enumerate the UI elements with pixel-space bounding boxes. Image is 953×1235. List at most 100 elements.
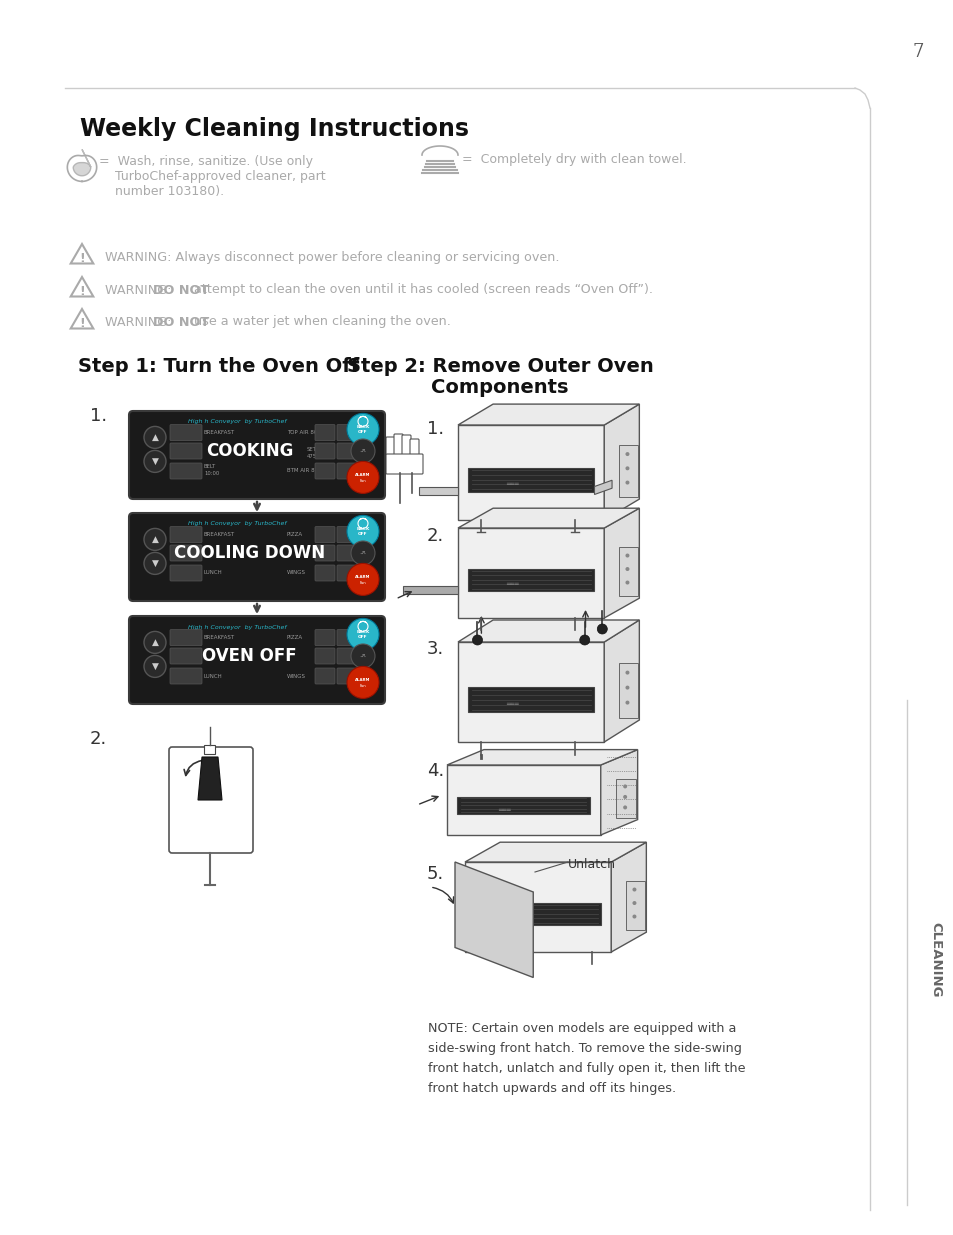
FancyBboxPatch shape <box>336 463 356 479</box>
FancyBboxPatch shape <box>394 433 402 456</box>
Circle shape <box>347 619 378 651</box>
Text: 2.: 2. <box>90 730 107 748</box>
Polygon shape <box>475 903 601 925</box>
Text: =  Wash, rinse, sanitize. (Use only: = Wash, rinse, sanitize. (Use only <box>99 156 313 168</box>
FancyBboxPatch shape <box>129 513 385 601</box>
FancyBboxPatch shape <box>129 411 385 499</box>
Polygon shape <box>464 842 646 862</box>
Circle shape <box>622 784 626 788</box>
Polygon shape <box>457 425 603 520</box>
Text: ▼: ▼ <box>152 662 158 671</box>
FancyBboxPatch shape <box>314 648 335 664</box>
FancyBboxPatch shape <box>170 425 202 441</box>
Text: OFF: OFF <box>358 635 367 640</box>
Text: TOP AIR 80%: TOP AIR 80% <box>287 430 322 435</box>
FancyBboxPatch shape <box>618 663 638 718</box>
Text: !: ! <box>79 285 85 298</box>
Text: ═══: ═══ <box>513 915 525 921</box>
Polygon shape <box>457 508 639 529</box>
Circle shape <box>625 700 629 705</box>
Text: OFF: OFF <box>358 532 367 536</box>
Text: Step 2: Remove Outer Oven: Step 2: Remove Outer Oven <box>346 357 653 375</box>
Text: ≡
•••: ≡ ••• <box>359 652 366 659</box>
Text: PIZZA: PIZZA <box>287 635 302 640</box>
FancyBboxPatch shape <box>401 435 411 457</box>
Text: WINGS: WINGS <box>287 673 306 678</box>
FancyBboxPatch shape <box>386 454 422 474</box>
Circle shape <box>625 553 629 557</box>
Polygon shape <box>447 750 637 764</box>
Circle shape <box>625 452 629 456</box>
Circle shape <box>347 667 378 699</box>
FancyBboxPatch shape <box>336 648 356 664</box>
Text: BACK: BACK <box>355 425 370 430</box>
Polygon shape <box>71 277 93 296</box>
Text: CLEANING: CLEANING <box>928 923 942 998</box>
Circle shape <box>632 915 636 919</box>
Text: BTM AIR 80%: BTM AIR 80% <box>287 468 323 473</box>
Circle shape <box>579 635 589 645</box>
Text: ▼: ▼ <box>152 559 158 568</box>
Text: 475F: 475F <box>307 454 319 459</box>
Circle shape <box>144 656 166 678</box>
Text: Fan: Fan <box>359 582 366 585</box>
Text: ≡
•••: ≡ ••• <box>359 447 366 454</box>
Circle shape <box>625 467 629 471</box>
FancyBboxPatch shape <box>336 668 356 684</box>
Text: 1.: 1. <box>90 408 107 425</box>
Text: WARNING:: WARNING: <box>105 284 175 296</box>
Polygon shape <box>611 842 646 952</box>
Circle shape <box>597 624 607 634</box>
Text: ▲: ▲ <box>152 535 158 543</box>
Text: BREAKFAST: BREAKFAST <box>204 532 234 537</box>
FancyBboxPatch shape <box>170 630 202 646</box>
Text: 7: 7 <box>911 43 923 61</box>
Text: ≡
•••: ≡ ••• <box>359 550 366 557</box>
Text: ═══: ═══ <box>506 700 518 706</box>
Text: BREAKFAST: BREAKFAST <box>204 430 234 435</box>
Text: LUNCH: LUNCH <box>204 673 222 678</box>
FancyBboxPatch shape <box>314 425 335 441</box>
Circle shape <box>144 426 166 448</box>
Text: !: ! <box>79 252 85 264</box>
Text: 3.: 3. <box>427 640 444 658</box>
Polygon shape <box>455 862 533 977</box>
Circle shape <box>625 671 629 674</box>
Polygon shape <box>73 149 91 175</box>
Polygon shape <box>600 750 637 835</box>
FancyBboxPatch shape <box>170 526 202 542</box>
Text: attempt to clean the oven until it has cooled (screen reads “Oven Off”).: attempt to clean the oven until it has c… <box>190 284 652 296</box>
Text: WARNING:: WARNING: <box>105 315 175 329</box>
FancyBboxPatch shape <box>314 463 335 479</box>
Text: 4.: 4. <box>427 762 444 781</box>
Text: Unlatch: Unlatch <box>567 858 616 871</box>
FancyBboxPatch shape <box>170 443 202 459</box>
FancyBboxPatch shape <box>386 437 395 459</box>
Polygon shape <box>464 862 611 952</box>
Text: ▲: ▲ <box>152 433 158 442</box>
Text: !: ! <box>79 317 85 330</box>
Circle shape <box>144 529 166 551</box>
FancyBboxPatch shape <box>336 526 356 542</box>
Circle shape <box>472 635 482 645</box>
FancyBboxPatch shape <box>314 526 335 542</box>
FancyBboxPatch shape <box>336 564 356 580</box>
Circle shape <box>625 580 629 584</box>
Text: =  Completely dry with clean towel.: = Completely dry with clean towel. <box>461 153 686 167</box>
Polygon shape <box>198 757 222 800</box>
Circle shape <box>347 462 378 494</box>
Polygon shape <box>71 245 93 263</box>
Text: Step 1: Turn the Oven Off: Step 1: Turn the Oven Off <box>78 357 359 375</box>
Text: 5.: 5. <box>427 864 444 883</box>
Polygon shape <box>457 529 603 618</box>
Text: COOKING: COOKING <box>206 442 293 459</box>
Text: ALARM: ALARM <box>355 678 371 683</box>
Text: WINGS: WINGS <box>287 571 306 576</box>
Polygon shape <box>457 620 639 642</box>
FancyBboxPatch shape <box>204 745 215 753</box>
Text: Fan: Fan <box>359 684 366 688</box>
FancyBboxPatch shape <box>314 630 335 646</box>
Text: NOTE: Certain oven models are equipped with a
side-swing front hatch. To remove : NOTE: Certain oven models are equipped w… <box>428 1023 744 1095</box>
Text: DO NOT: DO NOT <box>153 315 209 329</box>
Polygon shape <box>456 797 590 814</box>
